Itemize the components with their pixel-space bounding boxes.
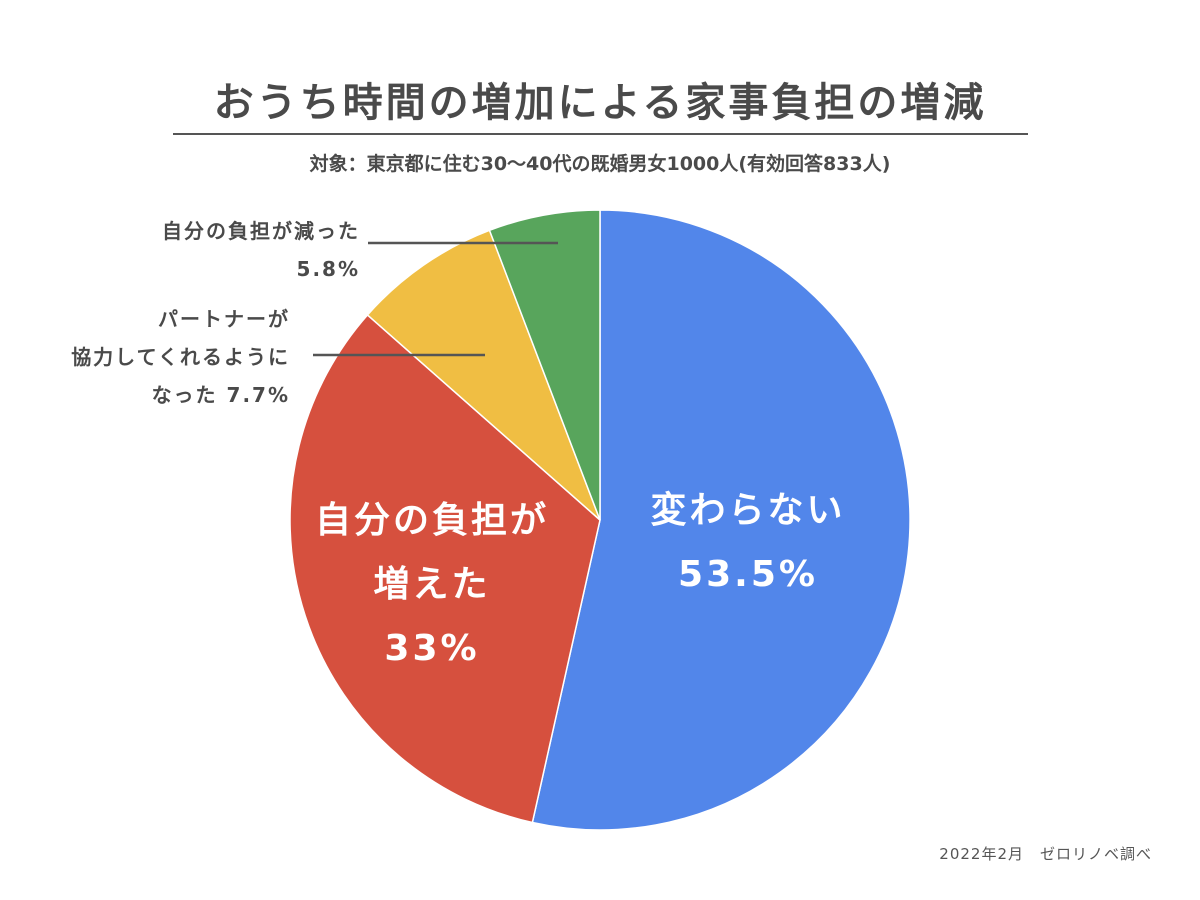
callout-text-decreased-line-1: 自分の負担が減った: [162, 219, 360, 243]
callout-text-partner-line-3-text: なった: [151, 383, 218, 407]
pie-slice-increased: [289, 313, 601, 824]
source-note: 2022年2月 ゼロリノベ調べ: [939, 845, 1152, 863]
callout-text-partner-line-1: パートナーが: [158, 307, 290, 331]
callout-text-partner-line-2: 協力してくれるように: [71, 345, 290, 369]
chart-title: おうち時間の増加による家事負担の増減: [213, 80, 987, 126]
callout-value-partner: 7.7%: [226, 383, 290, 407]
slice-label-increased-3: 33%: [384, 628, 479, 669]
slice-label-unchanged-1: 変わらない: [650, 489, 845, 531]
slice-label-unchanged-2: 53.5%: [678, 554, 818, 595]
callout-value-decreased: 5.8%: [296, 257, 360, 281]
callout-label-decreased: 自分の負担が減った 5.8%: [60, 212, 360, 288]
pie-slice-decreased: [488, 209, 601, 521]
pie-slice-partner: [366, 229, 601, 521]
pie-slice-unchanged: [531, 209, 911, 831]
chart-subtitle: 対象：東京都に住む30〜40代の既婚男女1000人(有効回答833人): [309, 153, 891, 175]
callout-label-partner: パートナーが 協力してくれるように なった 7.7%: [0, 300, 290, 414]
callout-text-partner-line-3: なった 7.7%: [0, 376, 290, 414]
slice-label-increased-2: 増えた: [373, 564, 490, 605]
slice-label-increased-1: 自分の負担が: [315, 500, 549, 541]
title-underline: [173, 133, 1028, 135]
